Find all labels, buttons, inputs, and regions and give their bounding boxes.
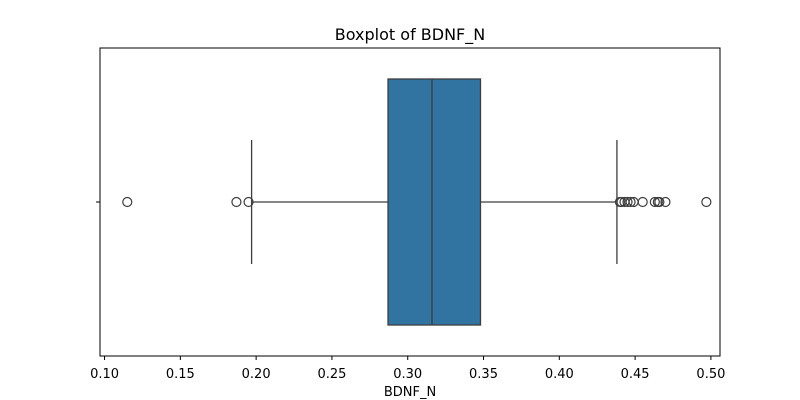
x-tick-label: 0.50	[696, 367, 725, 382]
outlier-point	[243, 196, 254, 208]
x-axis-ticks: 0.10 0.15 0.20 0.25 0.30 0.35 0.40 0.45 0.50	[90, 356, 725, 382]
outlier-point	[637, 196, 648, 208]
x-tick-label: 0.45	[621, 367, 650, 382]
x-tick-label: 0.40	[545, 367, 574, 382]
outlier-point	[622, 196, 633, 208]
x-tick-label: 0.20	[242, 367, 271, 382]
outlier-point	[654, 196, 665, 208]
outlier-point	[701, 196, 712, 208]
outlier-point	[649, 196, 660, 208]
x-tick-label: 0.30	[393, 367, 422, 382]
outlier-point	[660, 196, 671, 208]
x-tick-label: 0.10	[90, 367, 119, 382]
chart-title: Boxplot of BDNF_N	[335, 25, 485, 45]
outlier-point	[231, 196, 242, 208]
x-tick-label: 0.25	[317, 367, 346, 382]
interquartile-box	[387, 78, 482, 326]
x-tick-label: 0.15	[166, 367, 195, 382]
x-tick-label: 0.35	[469, 367, 498, 382]
x-axis-label: BDNF_N	[384, 385, 436, 400]
outlier-points	[122, 196, 712, 208]
outlier-point	[122, 196, 133, 208]
outlier-point	[625, 196, 636, 208]
